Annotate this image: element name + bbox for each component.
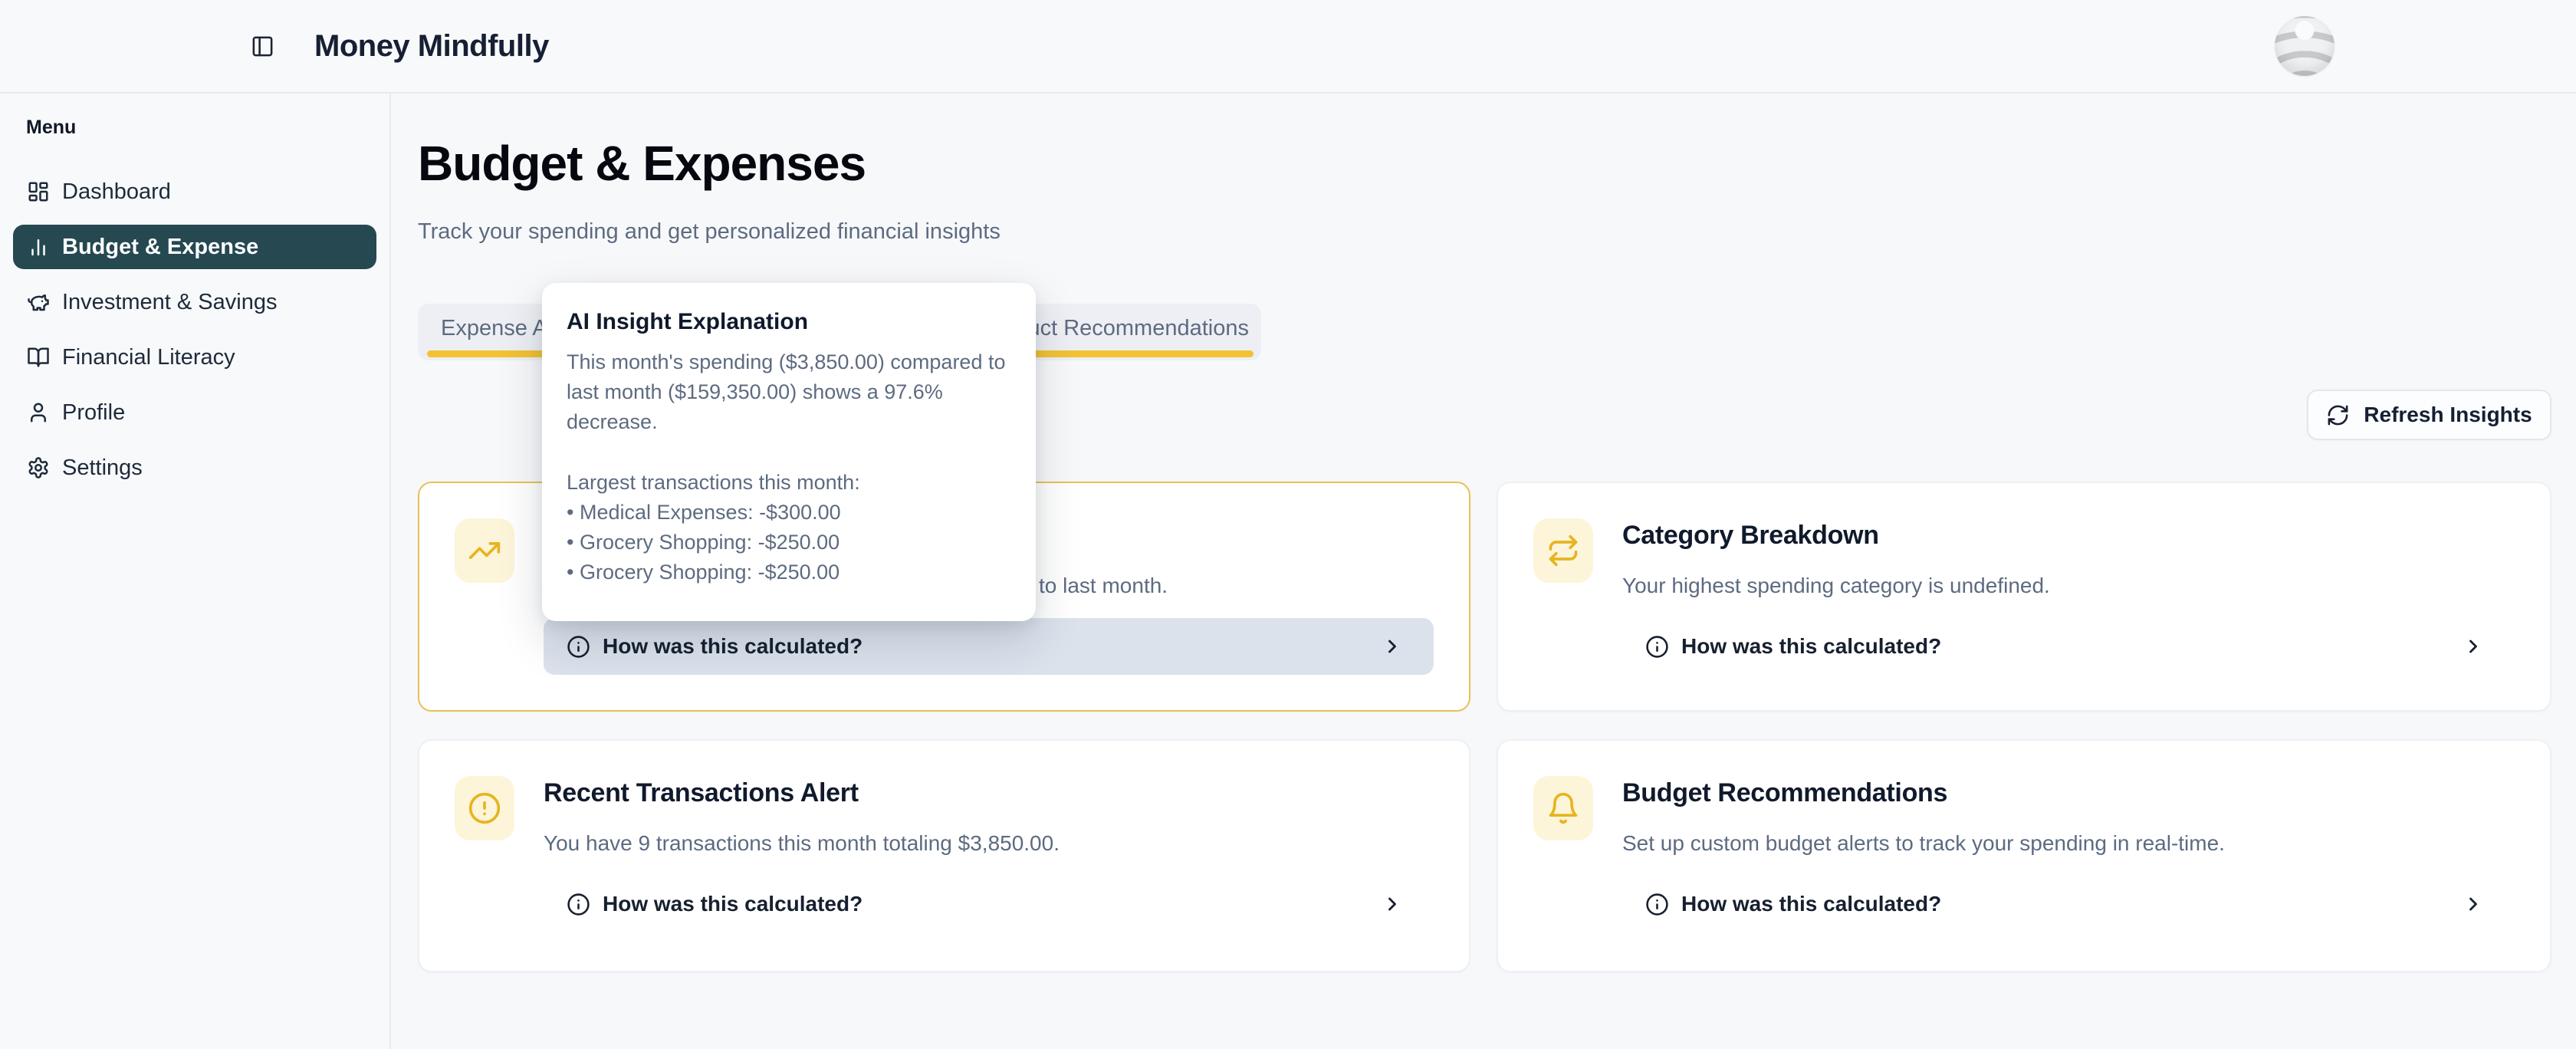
bar-chart-icon [27,235,50,258]
sidebar-item-settings[interactable]: Settings [13,446,376,490]
sidebar-item-profile[interactable]: Profile [13,390,376,435]
chevron-right-icon [2463,636,2484,657]
sidebar-nav: Dashboard Budget & Expense Investment & … [13,169,376,490]
card-description: Set up custom budget alerts to track you… [1622,831,2225,855]
insight-cards: to last month. How was this calculated? [418,482,2551,972]
layout-dashboard-icon [27,180,50,203]
card-content: Budget Recommendations Set up custom bud… [1622,776,2515,936]
card-content: to last month. How was this calculated? [544,518,1434,675]
insight-card-category-breakdown: Category Breakdown Your highest spending… [1497,482,2551,712]
sidebar-item-financial-literacy[interactable]: Financial Literacy [13,335,376,380]
how-calculated-label: How was this calculated? [1681,634,1942,658]
how-calculated-link[interactable]: How was this calculated? [1622,618,2515,675]
card-description: to last month. [1039,574,1168,597]
gear-icon [27,456,50,479]
sidebar-item-label: Budget & Expense [62,234,259,259]
page-title: Budget & Expenses [418,136,866,191]
icon-tile [1533,776,1593,840]
refresh-insights-button[interactable]: Refresh Insights [2307,390,2551,440]
how-calculated-label: How was this calculated? [1681,892,1942,916]
sidebar-menu-label: Menu [26,117,77,138]
bell-icon [1546,791,1580,825]
how-calculated-link[interactable]: How was this calculated? [1622,876,2515,932]
chevron-right-icon [1382,893,1403,915]
card-content: Category Breakdown Your highest spending… [1622,518,2515,675]
card-title: Recent Transactions Alert [544,778,859,807]
chevron-right-icon [2463,893,2484,915]
card-title: Category Breakdown [1622,521,1879,550]
avatar[interactable] [2275,16,2334,76]
insight-card-recent-transactions: Recent Transactions Alert You have 9 tra… [418,739,1470,972]
ai-insight-tooltip: AI Insight Explanation This month's spen… [542,283,1036,621]
insight-card-budget-recommendations: Budget Recommendations Set up custom bud… [1497,739,2551,972]
trending-up-icon [468,534,501,567]
sidebar-item-budget-expense[interactable]: Budget & Expense [13,225,376,269]
tooltip-list-header: Largest transactions this month: [567,471,860,494]
sidebar-item-label: Profile [62,400,126,425]
refresh-icon [2326,403,2350,427]
tooltip-paragraph: This month's spending ($3,850.00) compar… [567,350,1006,433]
sidebar-item-investment-savings[interactable]: Investment & Savings [13,280,376,324]
card-description: Your highest spending category is undefi… [1622,574,2050,597]
how-calculated-label: How was this calculated? [603,892,863,916]
icon-tile [1533,518,1593,583]
icon-tile [455,776,514,840]
icon-tile [455,518,514,583]
info-icon [567,635,590,659]
card-content: Recent Transactions Alert You have 9 tra… [544,776,1434,936]
tooltip-list-item: • Grocery Shopping: -$250.00 [567,531,840,554]
info-icon [1645,893,1669,916]
tooltip-list-item: • Medical Expenses: -$300.00 [567,501,841,524]
tooltip-list-item: • Grocery Shopping: -$250.00 [567,561,840,584]
sidebar-item-dashboard[interactable]: Dashboard [13,169,376,214]
piggy-bank-icon [27,291,50,314]
app-title: Money Mindfully [314,28,549,63]
sidebar-item-label: Dashboard [62,179,171,204]
book-open-icon [27,346,50,369]
sidebar-item-label: Financial Literacy [62,344,235,370]
header: Money Mindfully [0,0,2576,94]
info-icon [1645,635,1669,659]
panel-left-icon [251,35,274,58]
card-title: Budget Recommendations [1622,778,1948,807]
alert-circle-icon [468,791,501,825]
sidebar-item-label: Investment & Savings [62,289,278,314]
chevron-right-icon [1382,636,1403,657]
tooltip-title: AI Insight Explanation [567,309,809,334]
how-calculated-link[interactable]: How was this calculated? [544,618,1434,675]
sidebar-toggle-button[interactable] [244,28,281,64]
repeat-icon [1546,534,1580,567]
sidebar-item-label: Settings [62,455,143,480]
page-subtitle: Track your spending and get personalized… [418,219,1001,244]
how-calculated-label: How was this calculated? [603,634,863,658]
refresh-insights-label: Refresh Insights [2364,403,2532,426]
sidebar: Menu Dashboard Budget & Expense Investme… [0,94,391,1049]
how-calculated-link[interactable]: How was this calculated? [544,876,1434,932]
info-icon [567,893,590,916]
card-description: You have 9 transactions this month total… [544,831,1060,855]
user-icon [27,401,50,424]
